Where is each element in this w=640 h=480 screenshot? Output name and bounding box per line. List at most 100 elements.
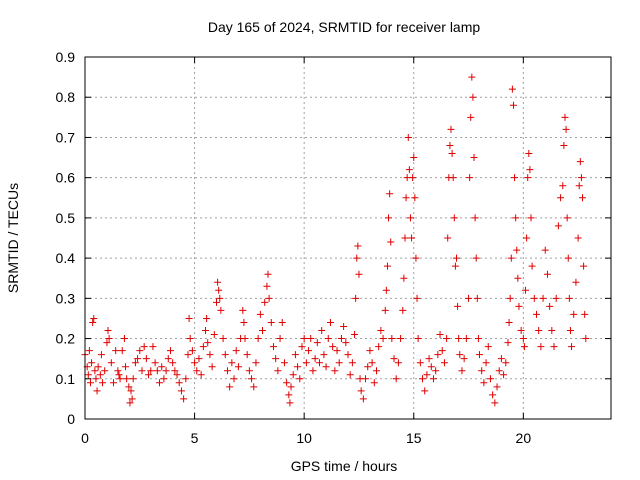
data-point xyxy=(472,254,480,262)
data-point xyxy=(454,302,462,310)
data-point xyxy=(162,367,170,375)
data-point xyxy=(381,306,389,314)
data-point xyxy=(401,234,409,242)
data-point xyxy=(335,359,343,367)
data-point xyxy=(118,347,126,355)
data-point xyxy=(248,375,256,383)
data-point xyxy=(465,294,473,302)
data-point xyxy=(425,355,433,363)
data-point xyxy=(84,371,92,379)
data-point xyxy=(559,182,567,190)
data-point xyxy=(375,343,383,351)
data-point xyxy=(346,371,354,379)
data-point xyxy=(320,351,328,359)
data-point xyxy=(296,375,304,383)
data-point xyxy=(298,343,306,351)
data-point xyxy=(85,347,93,355)
data-point xyxy=(416,359,424,367)
data-point xyxy=(409,174,417,182)
data-point xyxy=(287,383,295,391)
data-point xyxy=(128,395,136,403)
data-point xyxy=(92,375,100,383)
data-point xyxy=(566,327,574,335)
data-point xyxy=(324,335,332,343)
data-point xyxy=(186,335,194,343)
data-point xyxy=(580,262,588,270)
tick-labels: 0 0.1 0.2 0.3 0.4 0.5 0.6 0.7 0.8 0.9 0 5 10 15 20 xyxy=(56,49,532,446)
data-point xyxy=(432,367,440,375)
data-point xyxy=(546,302,554,310)
data-point xyxy=(548,327,556,335)
data-point xyxy=(387,238,395,246)
data-point xyxy=(493,383,501,391)
data-point xyxy=(337,335,345,343)
data-point xyxy=(313,339,321,347)
data-point xyxy=(351,331,359,339)
data-point xyxy=(105,335,113,343)
data-point xyxy=(86,379,94,387)
data-point xyxy=(354,242,362,250)
data-point xyxy=(228,359,236,367)
data-point xyxy=(502,359,510,367)
y-tick-label: 0.4 xyxy=(56,250,76,266)
data-point xyxy=(103,339,111,347)
data-point xyxy=(495,367,503,375)
data-point xyxy=(543,270,551,278)
data-point xyxy=(136,347,144,355)
data-point xyxy=(579,194,587,202)
data-point xyxy=(107,359,115,367)
data-point xyxy=(528,262,536,270)
data-point xyxy=(215,286,223,294)
data-point xyxy=(219,335,227,343)
data-point xyxy=(322,363,330,371)
data-point xyxy=(535,327,543,335)
data-point xyxy=(173,371,181,379)
data-point xyxy=(243,351,251,359)
data-point xyxy=(366,347,374,355)
data-point xyxy=(311,355,319,363)
plot-frame xyxy=(84,56,612,420)
data-point xyxy=(264,270,272,278)
y-tick-label: 0.2 xyxy=(56,331,76,347)
data-point xyxy=(527,214,535,222)
data-point xyxy=(561,113,569,121)
data-point xyxy=(408,234,416,242)
data-point xyxy=(289,371,297,379)
data-point xyxy=(397,335,405,343)
data-point xyxy=(532,310,540,318)
data-point xyxy=(419,375,427,383)
data-point xyxy=(283,379,291,387)
data-point xyxy=(134,355,142,363)
data-point xyxy=(131,359,139,367)
data-point xyxy=(450,214,458,222)
data-point xyxy=(423,371,431,379)
data-point xyxy=(460,355,468,363)
data-point xyxy=(316,359,324,367)
data-point xyxy=(489,391,497,399)
data-point xyxy=(412,254,420,262)
data-point xyxy=(390,355,398,363)
data-point xyxy=(208,363,216,371)
data-point xyxy=(210,331,218,339)
data-point xyxy=(116,375,124,383)
data-point xyxy=(574,234,582,242)
data-point xyxy=(576,158,584,166)
data-point xyxy=(125,383,133,391)
data-point xyxy=(151,359,159,367)
data-point xyxy=(504,339,512,347)
data-point xyxy=(99,379,107,387)
data-point xyxy=(497,355,505,363)
data-point xyxy=(405,166,413,174)
data-point xyxy=(530,294,538,302)
data-point xyxy=(129,375,137,383)
data-point xyxy=(520,343,528,351)
data-point xyxy=(491,399,499,407)
data-point xyxy=(252,359,260,367)
data-point xyxy=(355,270,363,278)
data-point xyxy=(101,367,109,375)
data-point xyxy=(309,367,317,375)
data-point xyxy=(563,214,571,222)
data-point xyxy=(447,125,455,133)
data-point xyxy=(514,274,522,282)
